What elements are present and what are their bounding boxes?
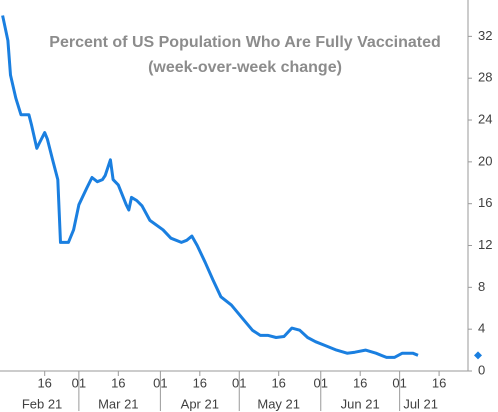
month-label: May 21 — [257, 396, 300, 411]
y-tick-label: 4 — [478, 321, 485, 336]
x-tick-label: 01 — [72, 375, 86, 390]
chart-subtitle: (week-over-week change) — [148, 59, 342, 76]
y-tick-label: 20 — [478, 153, 492, 168]
y-tick-label: 32 — [478, 28, 492, 43]
month-label: Jun 21 — [341, 396, 380, 411]
month-label: Mar 21 — [98, 396, 138, 411]
y-tick-label: 12 — [478, 237, 492, 252]
last-value-marker — [474, 351, 482, 360]
x-tick-label: 16 — [271, 375, 285, 390]
x-tick-label: 01 — [232, 375, 246, 390]
month-label: Jul 21 — [403, 396, 438, 411]
x-tick-label: 01 — [153, 375, 167, 390]
x-tick-label: 01 — [314, 375, 328, 390]
x-tick-label: 16 — [353, 375, 367, 390]
x-tick-label: 16 — [111, 375, 125, 390]
month-label: Feb 21 — [22, 396, 62, 411]
month-label: Apr 21 — [181, 396, 219, 411]
y-tick-label: 28 — [478, 70, 492, 85]
chart-title: Percent of US Population Who Are Fully V… — [49, 34, 440, 51]
y-tick-label: 24 — [478, 111, 492, 126]
x-tick-label: 01 — [392, 375, 406, 390]
y-tick-label: 16 — [478, 195, 492, 210]
x-tick-label: 16 — [193, 375, 207, 390]
y-tick-label: 0 — [478, 362, 485, 377]
x-tick-label: 16 — [37, 375, 51, 390]
y-tick-label: 8 — [478, 279, 485, 294]
x-tick-label: 16 — [432, 375, 446, 390]
line-series — [1, 15, 419, 359]
